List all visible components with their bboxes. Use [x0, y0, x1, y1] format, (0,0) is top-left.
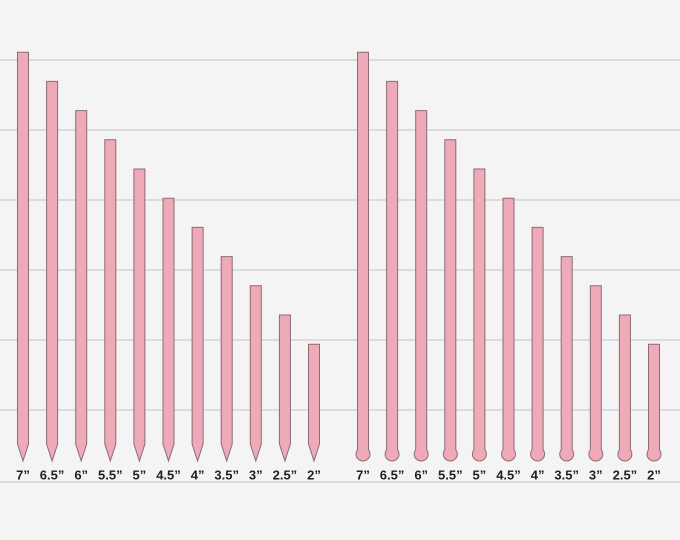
- stick: [220, 256, 233, 463]
- size-label: 3.5”: [214, 467, 239, 482]
- stick: [501, 197, 516, 462]
- stick: [646, 343, 662, 462]
- size-label: 7”: [16, 467, 30, 482]
- stick: [104, 139, 117, 463]
- size-label: 5”: [133, 467, 147, 482]
- stick: [133, 168, 146, 463]
- size-label: 2”: [307, 467, 321, 482]
- size-label: 5.5”: [98, 467, 123, 482]
- stick: [559, 256, 575, 462]
- size-label: 6.5”: [380, 467, 405, 482]
- stick: [249, 285, 262, 463]
- stick: [442, 139, 458, 462]
- size-label: 4.5”: [496, 467, 521, 482]
- size-label: 4”: [191, 467, 205, 482]
- size-label: 3”: [249, 467, 263, 482]
- size-label: 6”: [414, 467, 428, 482]
- stick: [46, 80, 59, 463]
- size-label: 2.5”: [273, 467, 298, 482]
- size-label: 2.5”: [613, 467, 638, 482]
- size-label: 4”: [531, 467, 545, 482]
- stick: [384, 80, 400, 462]
- stick: [413, 110, 429, 462]
- size-label: 5”: [473, 467, 487, 482]
- stick: [191, 226, 204, 463]
- stick: [17, 51, 29, 463]
- stick: [530, 226, 546, 462]
- size-label: 3”: [589, 467, 603, 482]
- size-label: 6”: [74, 467, 88, 482]
- stick: [75, 110, 88, 463]
- size-label: 3.5”: [554, 467, 579, 482]
- size-label: 2”: [647, 467, 661, 482]
- stick: [588, 285, 604, 462]
- size-label: 7”: [356, 467, 370, 482]
- stick: [617, 314, 633, 462]
- size-label: 5.5”: [438, 467, 463, 482]
- size-label: 4.5”: [156, 467, 181, 482]
- stick: [471, 168, 487, 462]
- stick: [355, 51, 371, 462]
- stick: [162, 197, 175, 463]
- stick: [278, 314, 291, 463]
- stick: [308, 343, 320, 463]
- size-label: 6.5”: [40, 467, 65, 482]
